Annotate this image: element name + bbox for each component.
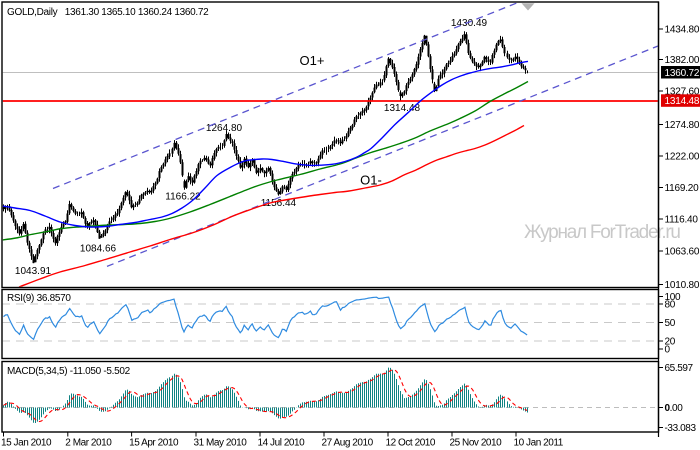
svg-text:65.597: 65.597 [665,363,694,374]
svg-text:1063.60: 1063.60 [665,247,700,258]
svg-text:1360.72: 1360.72 [665,68,700,79]
svg-text:1043.91: 1043.91 [15,266,52,277]
svg-text:50: 50 [665,318,676,329]
svg-text:1166.22: 1166.22 [165,192,201,203]
svg-text:Журнал ForTrader.ru: Журнал ForTrader.ru [524,222,681,243]
svg-text:O1-: O1- [360,173,382,188]
svg-text:25 Nov 2010: 25 Nov 2010 [450,438,503,449]
svg-text:14 Jul 2010: 14 Jul 2010 [258,438,306,449]
svg-text:2 Mar 2010: 2 Mar 2010 [65,438,112,449]
svg-text:1264.80: 1264.80 [206,123,243,134]
svg-text:1010.80: 1010.80 [665,280,700,291]
svg-text:GOLD,Daily 1361.30 1365.10 1: GOLD,Daily 1361.30 1365.10 1360.24 1360.… [7,7,209,18]
svg-text:-33.083: -33.083 [665,423,697,434]
svg-text:1084.66: 1084.66 [80,244,117,255]
svg-text:0: 0 [665,345,671,356]
svg-text:RSI(9) 36.8570: RSI(9) 36.8570 [7,293,71,304]
svg-text:100: 100 [665,292,682,303]
svg-text:1434.80: 1434.80 [665,25,700,36]
svg-text:1430.49: 1430.49 [451,18,488,29]
svg-text:1382.00: 1382.00 [665,55,700,66]
svg-text:1314.48: 1314.48 [665,96,700,107]
svg-text:15 Apr 2010: 15 Apr 2010 [129,438,179,449]
svg-text:1156.44: 1156.44 [261,198,297,209]
svg-text:1116.40: 1116.40 [665,215,699,226]
svg-text:27 Aug 2010: 27 Aug 2010 [322,438,374,449]
svg-text:O1+: O1+ [300,53,325,68]
svg-text:15 Jan 2010: 15 Jan 2010 [1,438,52,449]
svg-text:31 May 2010: 31 May 2010 [194,438,248,449]
svg-text:1169.20: 1169.20 [665,183,700,194]
svg-text:1274.80: 1274.80 [665,120,700,131]
svg-text:0.00: 0.00 [665,403,684,414]
svg-text:80: 80 [665,300,676,311]
svg-text:10 Jan 2011: 10 Jan 2011 [514,438,564,449]
svg-text:12 Oct 2010: 12 Oct 2010 [386,438,436,449]
svg-text:1327.60: 1327.60 [665,87,700,98]
svg-text:20: 20 [665,337,676,348]
svg-text:MACD(5,34,5) -11.050 -5.502: MACD(5,34,5) -11.050 -5.502 [7,366,131,377]
svg-text:1222.00: 1222.00 [665,152,700,163]
svg-text:1314.48: 1314.48 [384,103,421,114]
